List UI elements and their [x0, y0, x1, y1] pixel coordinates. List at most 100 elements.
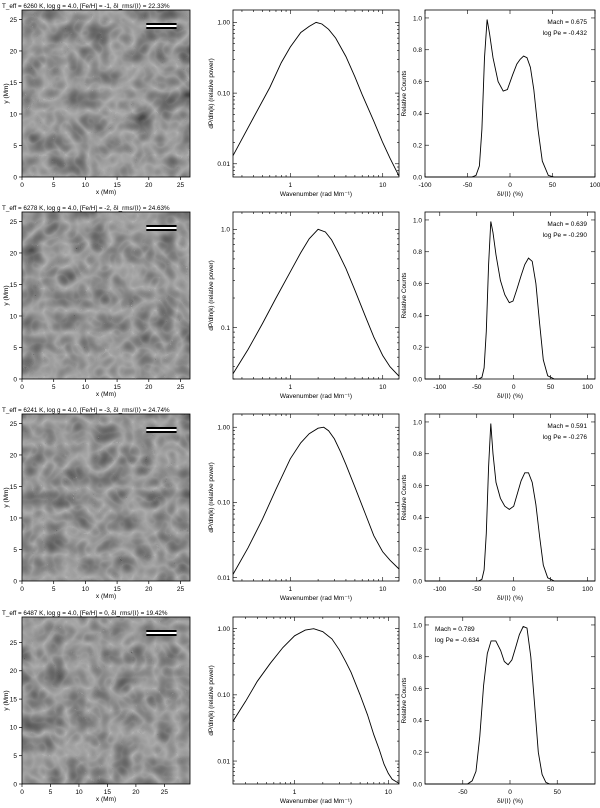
y-tick-label: 0.2 — [413, 142, 422, 149]
x-tick-label: 5 — [52, 182, 56, 189]
x-tick-label: 5 — [52, 384, 56, 391]
x-tick-label: 10 — [82, 182, 90, 189]
y-tick-label: 1.00 — [217, 626, 230, 633]
y-tick-label: 15 — [10, 696, 18, 703]
annotation: Mach = 0.591 — [547, 423, 587, 430]
y-tick-label: 0.8 — [413, 47, 422, 54]
y-axis-label: Relative Counts — [401, 70, 408, 117]
histogram-panel-4: -50 0 50 0.0 0.2 0.4 0.6 0.8 1.0 δI/⟨I⟩ (%) Relati… — [401, 616, 596, 805]
y-tick-label: 20 — [10, 250, 18, 257]
y-tick-label: 10 — [10, 313, 18, 320]
x-tick-label: 5 — [52, 586, 56, 593]
y-tick-label: 0.4 — [413, 313, 422, 320]
y-tick-label: 0.2 — [413, 749, 422, 756]
x-tick-label: 0 — [20, 384, 24, 391]
x-axis-label: x (Mm) — [96, 189, 116, 196]
plot-frame — [232, 413, 400, 582]
power-spectrum-line — [232, 628, 400, 784]
y-tick-label: 1.0 — [221, 227, 230, 234]
power-spectrum-panel-3: 1 10 0.01 0.10 1.00 Wavenumber (rad Mm⁻¹) dP/d… — [208, 413, 400, 602]
x-tick-label: 20 — [145, 182, 153, 189]
y-tick-label: 25 — [10, 17, 18, 24]
x-tick-label: 25 — [161, 789, 169, 796]
image-frame — [21, 413, 191, 582]
y-axis-label: y (Mm) — [3, 690, 10, 710]
annotation: Mach = 0.675 — [547, 19, 587, 26]
y-tick-label: 0 — [13, 781, 17, 788]
y-tick-label: 1.0 — [413, 217, 422, 224]
y-tick-label: 0.8 — [413, 654, 422, 661]
x-tick-label: 20 — [145, 586, 153, 593]
x-axis-label: δI/⟨I⟩ (%) — [497, 392, 523, 400]
y-tick-label: 0.4 — [413, 111, 422, 118]
panel-title: T_eff = 6260 K, log g = 4.0, [Fe/H] = -1… — [2, 3, 170, 10]
panel-title: T_eff = 6278 K, log g = 4.0, [Fe/H] = -2… — [2, 205, 170, 212]
x-tick-label: 0 — [512, 586, 516, 593]
y-tick-label: 20 — [10, 452, 18, 459]
histogram-panel-2: -100 -50 0 50 100 0.0 0.2 0.4 0.6 0.8 1.0 δI/⟨I⟩ (%… — [401, 211, 596, 400]
x-tick-label: 0 — [508, 182, 512, 189]
x-axis-label: x (Mm) — [96, 593, 116, 600]
y-tick-label: 10 — [10, 111, 18, 118]
x-axis-label: Wavenumber (rad Mm⁻¹) — [280, 191, 352, 198]
granulation-image — [22, 414, 190, 581]
y-tick-label: 25 — [10, 421, 18, 428]
y-tick-label: 15 — [10, 484, 18, 491]
y-tick-label: 0.4 — [413, 718, 422, 725]
y-tick-label: 0.8 — [413, 451, 422, 458]
y-tick-label: 1.0 — [413, 15, 422, 22]
annotation: Mach = 0.789 — [435, 626, 475, 633]
power-spectrum-panel-2: 1 10 0.1 1.0 Wavenumber (rad Mm⁻¹) dP/dln(k) … — [208, 211, 400, 400]
x-tick-label: 10 — [75, 789, 83, 796]
x-axis-label: Wavenumber (rad Mm⁻¹) — [280, 595, 352, 602]
x-tick-label: 15 — [113, 586, 121, 593]
y-tick-label: 10 — [10, 725, 18, 732]
y-tick-label: 5 — [13, 345, 17, 352]
annotation: log Pe = -0.290 — [543, 232, 588, 239]
x-tick-label: -100 — [433, 586, 446, 593]
y-tick-label: 0.01 — [217, 161, 230, 168]
x-tick-label: 20 — [132, 789, 140, 796]
power-spectrum-line — [232, 21, 400, 177]
y-tick-label: 15 — [10, 80, 18, 87]
histogram-line — [425, 625, 595, 785]
x-tick-label: 100 — [590, 182, 600, 189]
y-tick-label: 0.6 — [413, 79, 422, 86]
x-tick-label: 0 — [20, 789, 24, 796]
y-tick-label: 5 — [13, 143, 17, 150]
y-tick-label: 0.01 — [217, 758, 230, 765]
image-frame — [21, 9, 191, 178]
granulation-panel-3: T_eff = 6241 K, log g = 4.0, [Fe/H] = -3… — [2, 407, 191, 600]
plot-frame — [232, 211, 400, 380]
image-frame — [21, 211, 191, 380]
granulation-image — [22, 617, 190, 784]
y-axis-label: Relative Counts — [401, 474, 408, 521]
y-tick-label: 25 — [10, 219, 18, 226]
x-tick-label: -100 — [433, 384, 446, 391]
x-tick-label: 15 — [113, 182, 121, 189]
y-axis-label: y (Mm) — [3, 487, 10, 507]
x-tick-label: 10 — [82, 586, 90, 593]
histogram-panel-3: -100 -50 0 50 100 0.0 0.2 0.4 0.6 0.8 1.0 δI/⟨I⟩ (%… — [401, 413, 596, 602]
y-tick-label: 1.0 — [413, 622, 422, 629]
x-tick-label: -50 — [472, 586, 482, 593]
x-tick-label: -50 — [458, 789, 468, 796]
y-axis-label: Relative Counts — [401, 272, 408, 319]
power-spectrum-line — [232, 228, 400, 377]
x-tick-label: 10 — [379, 182, 387, 189]
power-spectrum-panel-1: 1 10 0.01 0.10 1.00 Wavenumber (rad Mm⁻¹) dP/d… — [208, 9, 400, 198]
y-axis-label: dP/dln(k) (relative power) — [208, 462, 215, 532]
x-axis-label: δI/⟨I⟩ (%) — [497, 190, 523, 198]
power-spectrum-panel-4: 1 10 0.01 0.10 1.00 Wavenumber (rad Mm⁻¹) dP/d… — [208, 616, 400, 805]
x-axis-label: δI/⟨I⟩ (%) — [497, 594, 523, 602]
y-tick-label: 0 — [13, 376, 17, 383]
y-tick-label: 0.0 — [413, 376, 422, 383]
x-axis-label: x (Mm) — [96, 391, 116, 398]
x-tick-label: -50 — [463, 182, 473, 189]
y-tick-label: 0.10 — [217, 500, 230, 507]
y-tick-label: 5 — [13, 753, 17, 760]
annotation: log Pe = -0.634 — [435, 637, 480, 644]
granulation-panel-4: T_eff = 6487 K, log g = 4.0, [Fe/H] = 0,… — [2, 610, 191, 803]
scale-bar — [146, 429, 177, 431]
annotation: Mach = 0.639 — [547, 221, 587, 228]
